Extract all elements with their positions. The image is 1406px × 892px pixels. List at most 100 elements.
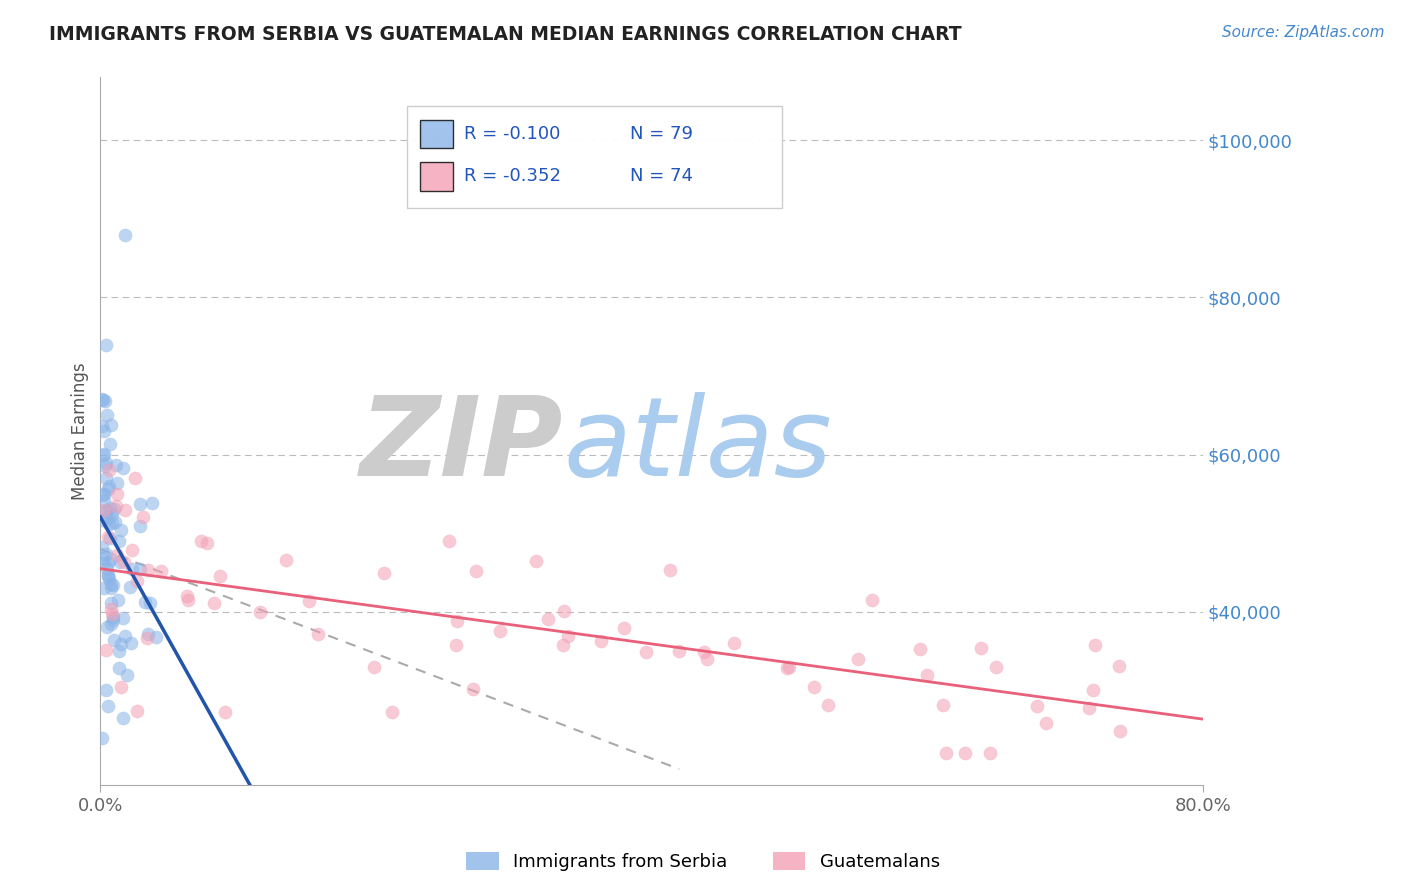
Point	[93, 487, 115, 501]
Text: R = -0.100: R = -0.100	[464, 125, 561, 143]
Point	[214, 705, 236, 719]
Point	[101, 613, 124, 627]
Point	[110, 523, 132, 537]
Point	[910, 642, 932, 657]
Point	[105, 487, 128, 501]
Point	[696, 652, 718, 666]
Point	[112, 711, 135, 725]
Point	[94, 503, 117, 517]
Point	[90, 731, 112, 745]
Point	[96, 511, 118, 525]
Point	[94, 471, 117, 485]
Point	[108, 555, 131, 569]
Point	[553, 638, 575, 652]
Text: N = 74: N = 74	[630, 168, 693, 186]
Point	[537, 612, 560, 626]
Point	[100, 596, 122, 610]
Point	[114, 227, 136, 242]
Point	[100, 552, 122, 566]
Point	[524, 554, 547, 568]
Point	[932, 698, 955, 712]
FancyBboxPatch shape	[420, 162, 453, 191]
Point	[97, 699, 120, 714]
Point	[120, 636, 142, 650]
Point	[190, 533, 212, 548]
Point	[112, 556, 135, 570]
Point	[105, 548, 128, 562]
Point	[96, 338, 118, 352]
Point	[110, 681, 132, 695]
Text: Source: ZipAtlas.com: Source: ZipAtlas.com	[1222, 25, 1385, 40]
Point	[91, 448, 114, 462]
Point	[93, 424, 115, 438]
Point	[103, 633, 125, 648]
Point	[439, 533, 461, 548]
Point	[249, 605, 271, 619]
Point	[105, 499, 128, 513]
Point	[114, 502, 136, 516]
Point	[846, 652, 869, 666]
Point	[97, 530, 120, 544]
Point	[984, 660, 1007, 674]
Point	[124, 471, 146, 485]
Text: R = -0.352: R = -0.352	[464, 168, 561, 186]
Point	[591, 633, 613, 648]
Point	[97, 463, 120, 477]
Point	[98, 573, 121, 587]
Point	[129, 497, 152, 511]
Point	[111, 461, 134, 475]
Point	[94, 683, 117, 698]
Point	[101, 516, 124, 530]
Point	[94, 456, 117, 470]
Point	[803, 680, 825, 694]
Point	[98, 500, 121, 515]
Point	[100, 417, 122, 432]
Point	[100, 581, 122, 595]
Point	[97, 483, 120, 497]
Point	[91, 392, 114, 407]
Point	[307, 627, 329, 641]
Point	[91, 392, 114, 407]
Point	[96, 620, 118, 634]
Point	[101, 578, 124, 592]
Point	[177, 593, 200, 607]
Point	[197, 536, 219, 550]
Y-axis label: Median Earnings: Median Earnings	[72, 362, 89, 500]
Point	[100, 577, 122, 591]
Point	[121, 562, 143, 576]
FancyBboxPatch shape	[406, 106, 782, 209]
Point	[128, 519, 150, 533]
Point	[1084, 639, 1107, 653]
Point	[381, 705, 404, 719]
Point	[953, 747, 976, 761]
Point	[93, 581, 115, 595]
Point	[668, 644, 690, 658]
Text: atlas: atlas	[564, 392, 832, 499]
Point	[93, 393, 115, 408]
Point	[96, 562, 118, 576]
Point	[136, 627, 159, 641]
Text: ZIP: ZIP	[360, 392, 564, 499]
Point	[94, 505, 117, 519]
Point	[778, 660, 800, 674]
Point	[114, 629, 136, 643]
Point	[121, 542, 143, 557]
Point	[103, 501, 125, 516]
Point	[208, 569, 231, 583]
Point	[91, 556, 114, 570]
Point	[96, 409, 118, 423]
Point	[105, 476, 128, 491]
Point	[274, 553, 297, 567]
Point	[488, 624, 510, 638]
Point	[1026, 699, 1049, 714]
Point	[93, 447, 115, 461]
Point	[446, 614, 468, 628]
Point	[91, 488, 114, 502]
Point	[104, 516, 127, 530]
Point	[1109, 724, 1132, 739]
Point	[107, 593, 129, 607]
Point	[98, 531, 121, 545]
Point	[97, 569, 120, 583]
Point	[98, 436, 121, 450]
FancyBboxPatch shape	[420, 120, 453, 148]
